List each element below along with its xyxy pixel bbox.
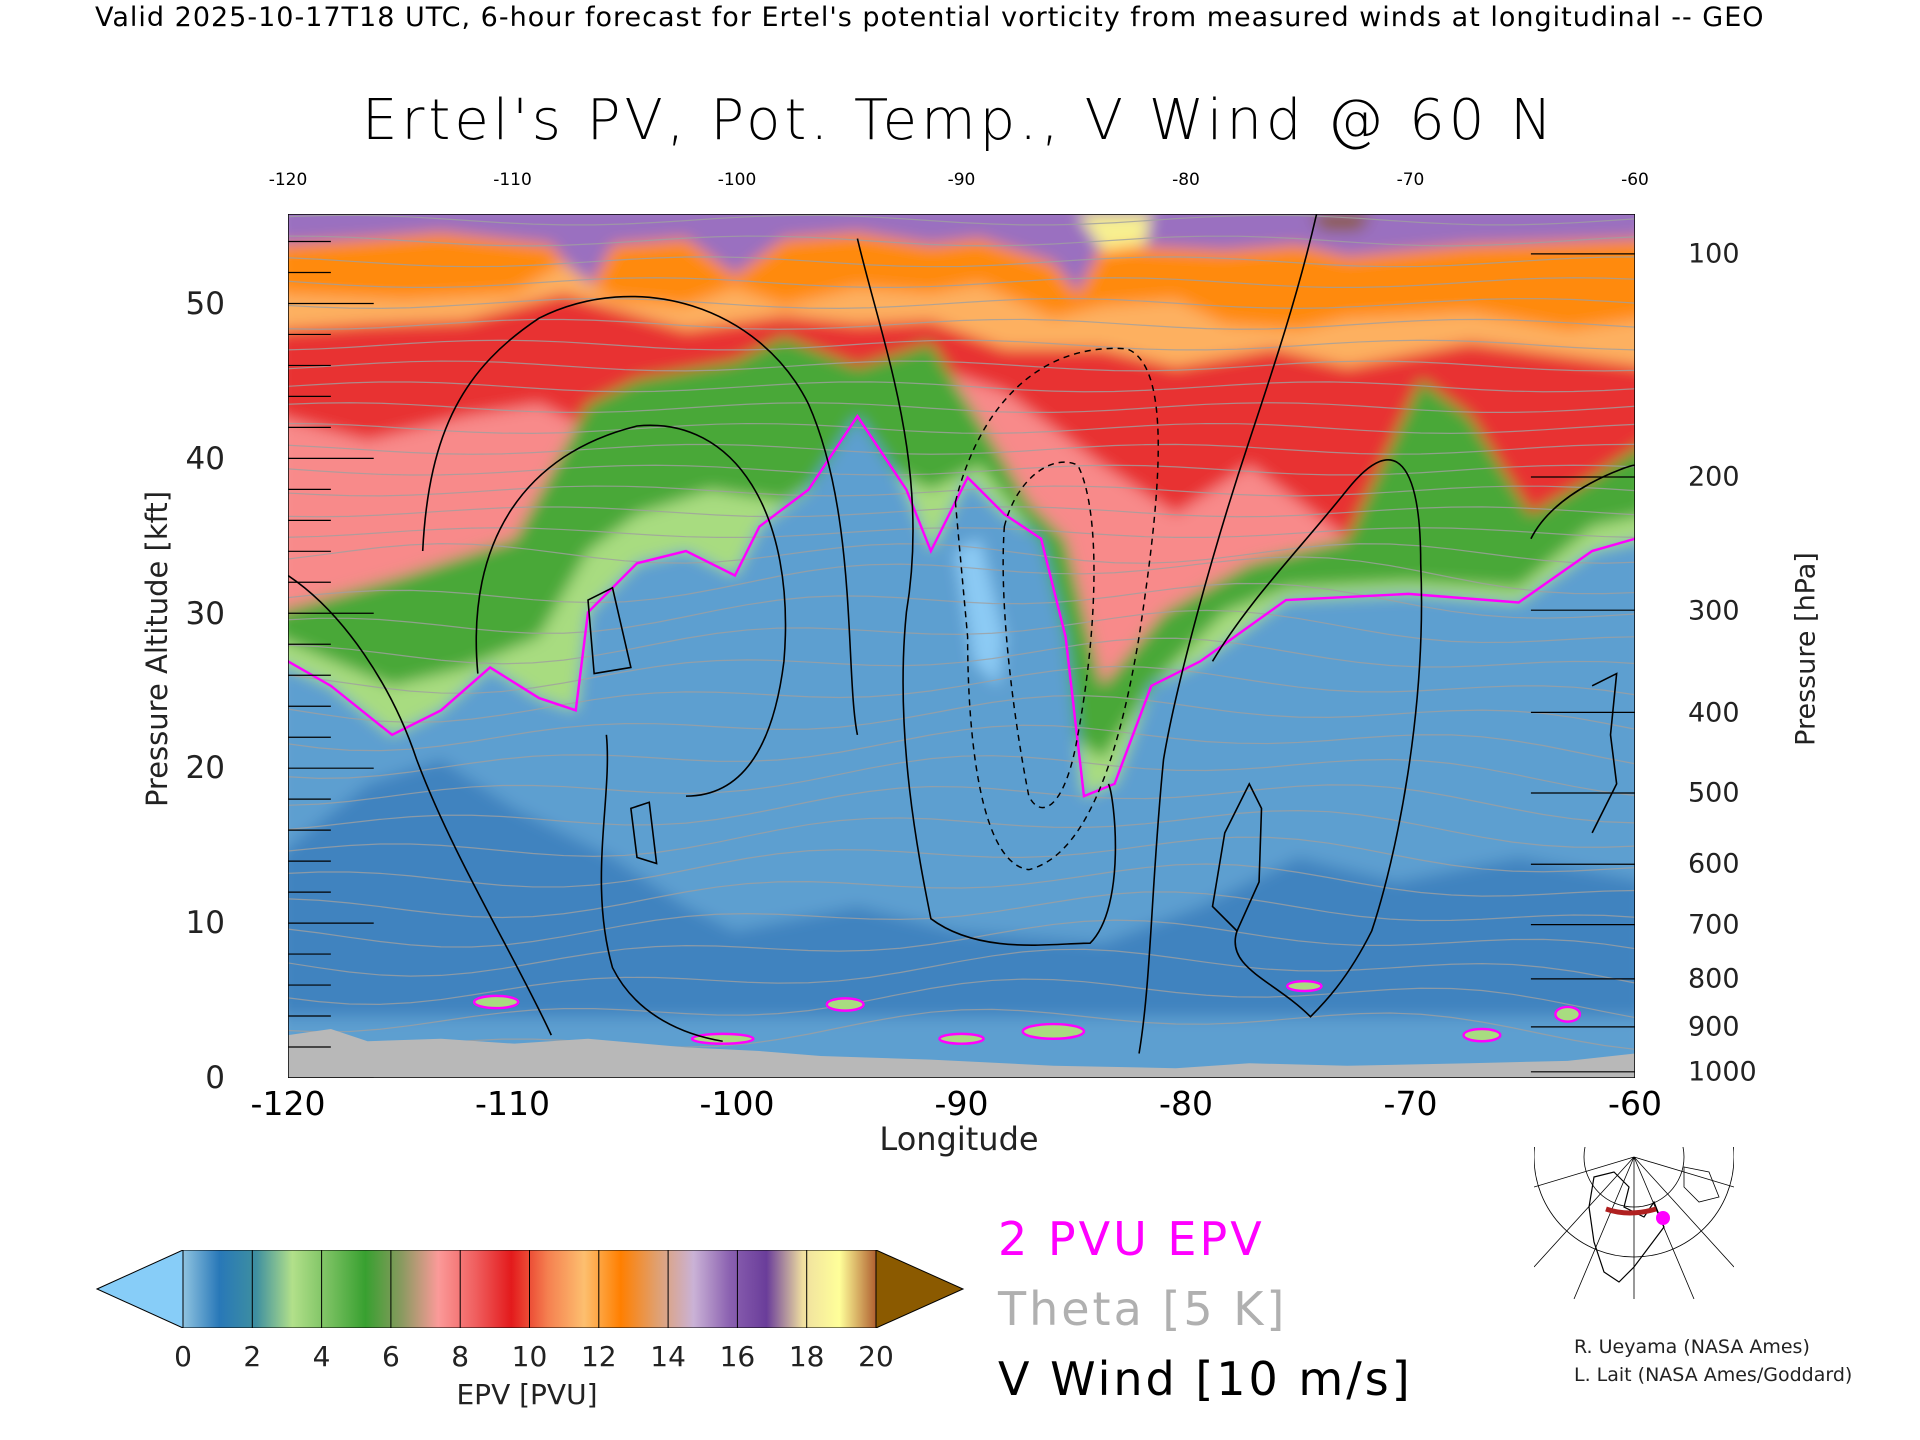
y-tick-label: 30 [185,595,225,632]
y-tick-right-label: 900 [1688,1011,1740,1043]
theta-line [288,360,1635,372]
theta-line [288,443,1635,455]
theta-line [288,339,1635,351]
theta-line [288,297,1635,309]
colorbar-tick-label: 20 [858,1340,894,1373]
v-wind-contours [288,214,1635,1054]
colorbar-tick-label: 16 [719,1340,756,1373]
theta-line [288,277,1635,289]
theta-line [288,637,1635,694]
theta-line [288,609,1635,665]
credit-line-2: L. Lait (NASA Ames/Goddard) [1574,1364,1853,1386]
colorbar-tick-label: 4 [312,1340,331,1373]
x-tick-label: -110 [475,1084,550,1123]
pv-low-level-blobs [472,979,1582,1045]
legend-pv: 2 PVU EPV [998,1212,1265,1266]
chart-title: Ertel's PV, Pot. Temp., V Wind @ 60 N [361,88,1557,153]
theta-line [288,235,1635,247]
colorbar-over-triangle [875,1250,965,1328]
theta-line [288,402,1635,414]
theta-line [288,863,1635,919]
x-tick-label: -70 [1383,1084,1438,1123]
y-axis-right-label: Pressure [hPa] [1790,552,1822,746]
colorbar-label: EPV [PVU] [456,1378,598,1411]
theta-line [288,695,1635,752]
y-tick-right-label: 700 [1688,909,1740,941]
top-title: Valid 2025-10-17T18 UTC, 6-hour forecast… [95,2,1765,33]
ground-mask [288,1028,1635,1078]
legend-wind: V Wind [10 m/s] [998,1352,1413,1406]
theta-line [288,891,1635,948]
x-tick-top-label: -90 [947,170,976,190]
x-tick-label: -120 [250,1084,326,1123]
theta-line [288,724,1635,779]
y-tick-label: 50 [185,286,225,322]
theta-line [288,582,1635,634]
y-tick-right-label: 500 [1688,777,1740,809]
colorbar-under-triangle [95,1250,184,1328]
x-tick-top-label: -110 [493,170,532,190]
location-map [1534,1147,1734,1299]
y-tick-right-label: 400 [1688,697,1740,729]
theta-line [288,809,1635,858]
x-axis-label: Longitude [879,1120,1039,1158]
theta-line [288,256,1635,268]
x-tick-top-label: -100 [717,170,757,190]
y-tick-right-label: 1000 [1688,1056,1757,1088]
y-tick-right-label: 200 [1688,461,1740,493]
y-tick-right-label: 600 [1688,848,1740,880]
y-tick-right-label: 800 [1688,963,1740,995]
x-tick-top-label: -70 [1396,170,1425,190]
x-tick-label: -60 [1608,1084,1662,1123]
colorbar-tick-label: 8 [451,1340,470,1373]
colorbar-tick-label: 2 [243,1340,262,1373]
x-tick-top-label: -60 [1621,170,1649,190]
blue-dark-patches [288,759,1635,1017]
colorbar [95,1250,965,1328]
theta-line [288,836,1635,888]
colorbar-tick-label: 10 [511,1340,548,1373]
credit-line-1: R. Ueyama (NASA Ames) [1574,1336,1810,1358]
theta-line [288,543,1635,564]
y-tick-label: 10 [185,905,225,942]
y-tick-right-label: 300 [1688,595,1740,626]
theta-line [288,665,1635,723]
y-tick-label: 40 [185,440,225,477]
theta-line [288,318,1635,330]
theta-line [288,527,1635,539]
theta-line [288,464,1635,476]
colorbar-tick-label: 18 [788,1340,825,1373]
y-tick-label: 20 [185,750,225,787]
cross-section-plot [288,214,1635,1078]
section-line [1605,1206,1657,1216]
blue-light-patch [955,538,1005,686]
x-tick-top-label: -80 [1172,170,1200,190]
colorbar-tick-label: 6 [381,1340,400,1373]
theta-line [288,948,1635,1005]
colorbar-tick-label: 12 [580,1340,617,1373]
x-tick-label: -80 [1159,1084,1213,1123]
v-wind-negative-contours [954,347,1159,871]
legend-theta: Theta [5 K] [998,1282,1288,1336]
theta-line [288,214,1635,226]
y-axis-label: Pressure Altitude [kft] [140,490,174,808]
x-tick-label: -100 [699,1084,775,1123]
pv-2pvu-contour [288,414,1635,798]
theta-line [288,978,1635,1033]
theta-line [288,1008,1635,1060]
x-tick-top-label: -120 [268,170,308,190]
theta-line [288,381,1635,393]
colorbar-tick-label: 14 [650,1340,686,1373]
colorbar-tick-label: 0 [174,1340,192,1373]
y-tick-right-label: 100 [1688,238,1740,270]
theta-line [288,422,1635,434]
x-tick-label: -90 [934,1084,989,1123]
y-tick-label: 0 [205,1060,225,1096]
theta-line [288,784,1635,831]
theta-line [288,919,1635,977]
location-marker [1656,1211,1670,1225]
